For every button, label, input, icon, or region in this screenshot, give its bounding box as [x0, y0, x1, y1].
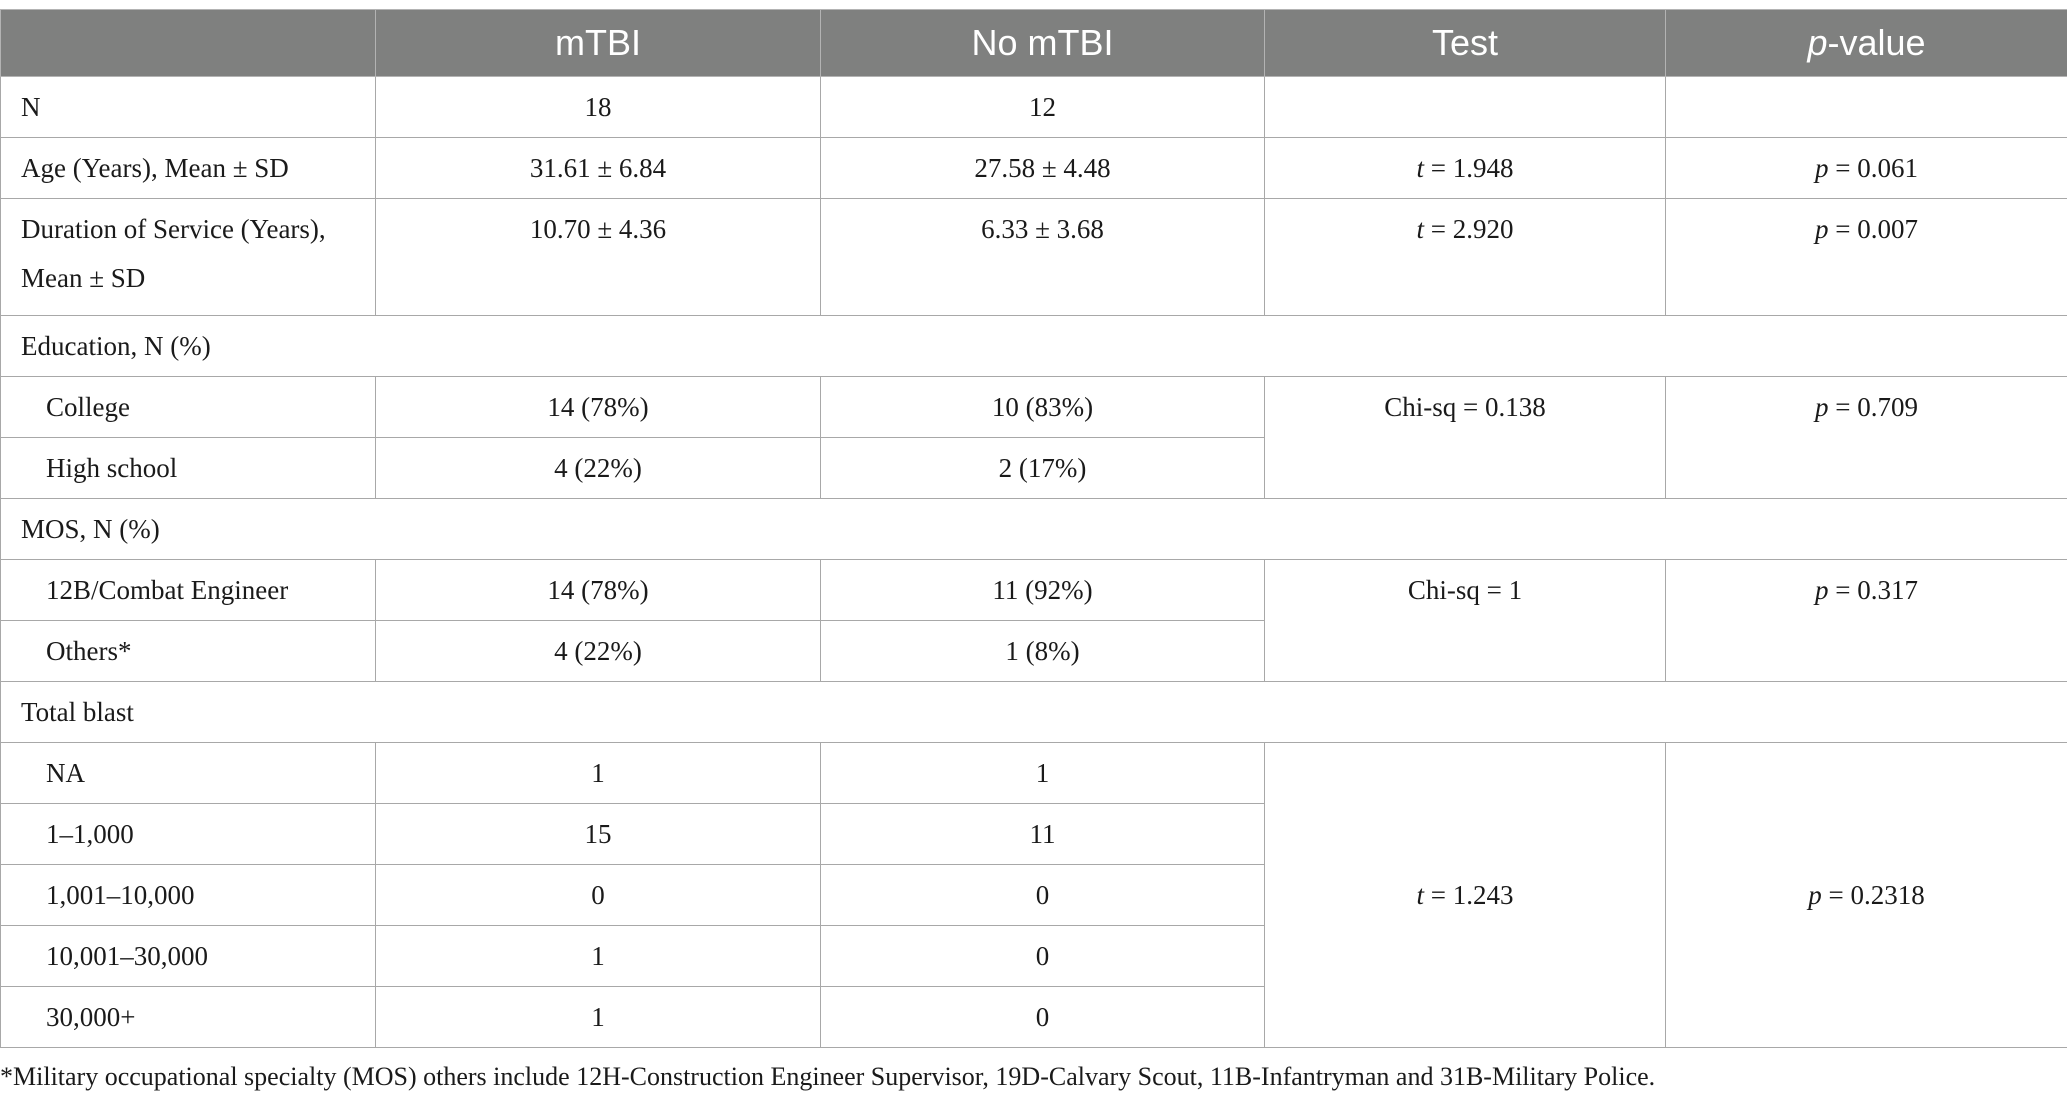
- cell-mtbi: 1: [375, 925, 821, 987]
- table-container: mTBI No mTBI Test p-value N 18 12 Age (Y…: [0, 9, 2067, 1048]
- row-label-line1: Duration of Service (Years),: [21, 214, 326, 244]
- section-label: Total blast: [0, 681, 2067, 743]
- header-p-italic: p: [1807, 22, 1828, 63]
- table-row-blast-10001-30000: 10,001–30,000 1 0: [0, 925, 2067, 987]
- table-row-blast-na: NA 1 1 t = 1.243 p = 0.2318: [0, 742, 2067, 1048]
- table-row-age: Age (Years), Mean ± SD 31.61 ± 6.84 27.5…: [0, 137, 2067, 199]
- table-row-education-college: College 14 (78%) 10 (83%) Chi-sq = 0.138…: [0, 376, 2067, 499]
- cell-no-mtbi: 6.33 ± 3.68: [820, 198, 1265, 316]
- cell-no-mtbi: 1: [820, 742, 1265, 804]
- test-value: = 1.948: [1424, 152, 1514, 183]
- table-row-blast-30000-plus: 30,000+ 1 0: [0, 986, 2067, 1048]
- table-footnote: *Military occupational specialty (MOS) o…: [0, 1062, 1656, 1091]
- cell-p: p = 0.709: [1665, 376, 2067, 499]
- cell-mtbi: 1: [375, 986, 821, 1048]
- row-label: 1–1,000: [0, 803, 376, 865]
- cell-mtbi: 15: [375, 803, 821, 865]
- cell-p: p = 0.007: [1665, 198, 2067, 316]
- row-label: Others*: [0, 620, 376, 682]
- header-test: Test: [1264, 9, 1666, 77]
- cell-no-mtbi: 2 (17%): [820, 437, 1265, 499]
- header-p-value: p-value: [1665, 9, 2067, 77]
- cell-test: Chi-sq = 0.138: [1264, 376, 1666, 499]
- section-label: MOS, N (%): [0, 498, 2067, 560]
- row-label: N: [0, 76, 376, 138]
- test-variable: t: [1416, 214, 1425, 244]
- cell-mtbi: 18: [375, 76, 821, 138]
- cell-test: t = 2.920: [1264, 198, 1666, 316]
- cell-no-mtbi: 11 (92%): [820, 559, 1265, 621]
- p-variable: p: [1815, 392, 1829, 422]
- cell-mtbi: 31.61 ± 6.84: [375, 137, 821, 199]
- cell-test: t = 1.243: [1264, 742, 1666, 1048]
- cell-test: [1264, 76, 1666, 138]
- table-row-education-highschool: High school 4 (22%) 2 (17%): [0, 437, 2067, 499]
- cell-no-mtbi: 0: [820, 864, 1265, 926]
- row-label: College: [0, 376, 376, 438]
- header-no-mtbi: No mTBI: [820, 9, 1265, 77]
- cell-no-mtbi: 11: [820, 803, 1265, 865]
- cell-mtbi: 14 (78%): [375, 376, 821, 438]
- table-row-blast-1001-10000: 1,001–10,000 0 0: [0, 864, 2067, 926]
- p-variable: p: [1808, 879, 1822, 910]
- row-label: 12B/Combat Engineer: [0, 559, 376, 621]
- cell-mtbi: 0: [375, 864, 821, 926]
- row-label: 10,001–30,000: [0, 925, 376, 987]
- cell-mtbi: 4 (22%): [375, 437, 821, 499]
- table-row-mos-header: MOS, N (%): [0, 498, 2067, 560]
- test-value: = 2.920: [1424, 214, 1514, 244]
- p-variable: p: [1815, 214, 1829, 244]
- test-value: = 1.243: [1424, 879, 1514, 910]
- row-label-line2: Mean ± SD: [21, 263, 146, 293]
- p-value: = 0.317: [1828, 575, 1918, 605]
- test-variable: t: [1416, 152, 1425, 183]
- table-row-blast-header: Total blast: [0, 681, 2067, 743]
- row-label: NA: [0, 742, 376, 804]
- cell-no-mtbi: 27.58 ± 4.48: [820, 137, 1265, 199]
- cell-mtbi: 4 (22%): [375, 620, 821, 682]
- table-row-n: N 18 12: [0, 76, 2067, 138]
- header-mtbi: mTBI: [375, 9, 821, 77]
- p-variable: p: [1815, 575, 1829, 605]
- cell-mtbi: 10.70 ± 4.36: [375, 198, 821, 316]
- row-label: 30,000+: [0, 986, 376, 1048]
- test-variable: t: [1416, 879, 1425, 910]
- cell-p: p = 0.061: [1665, 137, 2067, 199]
- cell-test: Chi-sq = 1: [1264, 559, 1666, 682]
- table-row-mos-combat-engineer: 12B/Combat Engineer 14 (78%) 11 (92%) Ch…: [0, 559, 2067, 682]
- cell-p: p = 0.317: [1665, 559, 2067, 682]
- header-p-suffix: -value: [1827, 22, 1926, 63]
- cell-no-mtbi: 0: [820, 925, 1265, 987]
- row-label: 1,001–10,000: [0, 864, 376, 926]
- table-row-education-header: Education, N (%): [0, 315, 2067, 377]
- cell-p: [1665, 76, 2067, 138]
- cell-no-mtbi: 0: [820, 986, 1265, 1048]
- cell-no-mtbi: 10 (83%): [820, 376, 1265, 438]
- cell-mtbi: 14 (78%): [375, 559, 821, 621]
- section-label: Education, N (%): [0, 315, 2067, 377]
- cell-no-mtbi: 1 (8%): [820, 620, 1265, 682]
- header-blank: [0, 9, 376, 77]
- cell-no-mtbi: 12: [820, 76, 1265, 138]
- demographics-table: mTBI No mTBI Test p-value N 18 12 Age (Y…: [0, 9, 2067, 1048]
- table-row-service: Duration of Service (Years), Mean ± SD 10…: [0, 198, 2067, 316]
- p-value: = 0.061: [1828, 152, 1918, 183]
- header-row: mTBI No mTBI Test p-value: [0, 9, 2067, 77]
- p-variable: p: [1815, 152, 1829, 183]
- cell-test: t = 1.948: [1264, 137, 1666, 199]
- row-label: High school: [0, 437, 376, 499]
- p-value: = 0.007: [1828, 214, 1918, 244]
- p-value: = 0.709: [1828, 392, 1918, 422]
- row-label: Duration of Service (Years), Mean ± SD: [0, 198, 376, 316]
- cell-p: p = 0.2318: [1665, 742, 2067, 1048]
- cell-mtbi: 1: [375, 742, 821, 804]
- p-value: = 0.2318: [1821, 879, 1925, 910]
- row-label: Age (Years), Mean ± SD: [0, 137, 376, 199]
